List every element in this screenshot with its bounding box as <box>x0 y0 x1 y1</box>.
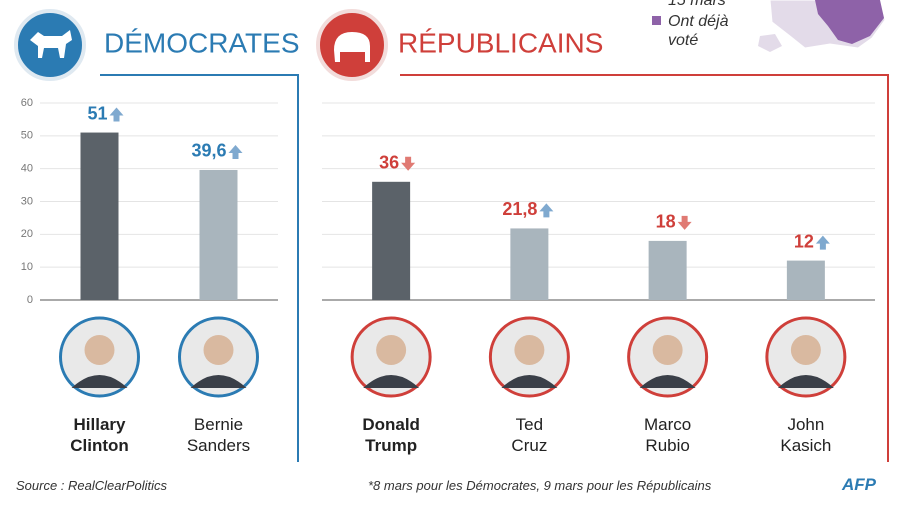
y-tick-label: 50 <box>21 130 33 142</box>
portrait-body <box>777 375 834 388</box>
value-label: 18 <box>656 212 676 232</box>
map-alaska <box>758 34 782 52</box>
candidate-name: Hillary Clinton <box>70 415 129 455</box>
portrait-head <box>514 335 545 365</box>
portrait-head <box>203 335 234 365</box>
bar <box>199 169 238 300</box>
legend-label: Ont déjà voté <box>668 13 729 49</box>
bar <box>648 240 687 300</box>
trend-arrow <box>109 107 124 122</box>
bar <box>786 260 825 300</box>
candidate-name: Bernie Sanders <box>186 415 251 455</box>
donkey-icon <box>30 30 72 58</box>
footnote: *8 mars pour les Démocrates, 9 mars pour… <box>368 478 712 493</box>
candidate-name: John Kasich <box>780 415 832 455</box>
elephant-icon <box>334 32 370 62</box>
y-tick-label: 60 <box>21 97 33 109</box>
portrait-body <box>190 375 247 388</box>
portrait-head <box>376 335 407 365</box>
value-label: 12 <box>794 231 814 251</box>
bar <box>80 132 119 300</box>
chart-title: RÉPUBLICAINS <box>398 27 603 58</box>
map-voted <box>815 0 884 44</box>
rep-frame <box>400 74 889 462</box>
y-tick-label: 40 <box>21 163 33 175</box>
y-tick-label: 20 <box>21 228 33 240</box>
trend-arrow <box>401 156 416 171</box>
legend-swatch <box>652 16 661 25</box>
y-tick-label: 0 <box>27 294 33 306</box>
source: Source : RealClearPolitics <box>16 478 168 493</box>
y-tick-label: 30 <box>21 195 33 207</box>
trend-arrow <box>677 215 692 230</box>
afp-logo: AFP <box>842 475 876 494</box>
portrait-head <box>84 335 115 365</box>
portrait-body <box>363 375 420 388</box>
value-label: 39,6 <box>191 141 226 161</box>
trend-arrow <box>815 235 830 250</box>
trend-arrow <box>539 203 554 218</box>
portrait-body <box>639 375 696 388</box>
candidate-name: Marco Rubio <box>644 415 692 455</box>
value-label: 21,8 <box>502 199 537 219</box>
portrait-body <box>501 375 558 388</box>
candidate-name: Donald Trump <box>362 415 420 455</box>
bar <box>510 228 549 300</box>
trend-arrow <box>228 144 243 159</box>
chart-title: DÉMOCRATES <box>104 27 300 58</box>
candidate-name: Ted Cruz <box>511 415 548 455</box>
value-label: 51 <box>87 103 107 123</box>
portrait-head <box>790 335 821 365</box>
value-label: 36 <box>379 153 399 173</box>
dem-frame <box>100 74 299 462</box>
y-tick-label: 10 <box>21 261 33 273</box>
legend-date: 15 mars <box>668 0 726 9</box>
bar <box>372 181 411 300</box>
portrait-head <box>652 335 683 365</box>
portrait-body <box>71 375 128 388</box>
